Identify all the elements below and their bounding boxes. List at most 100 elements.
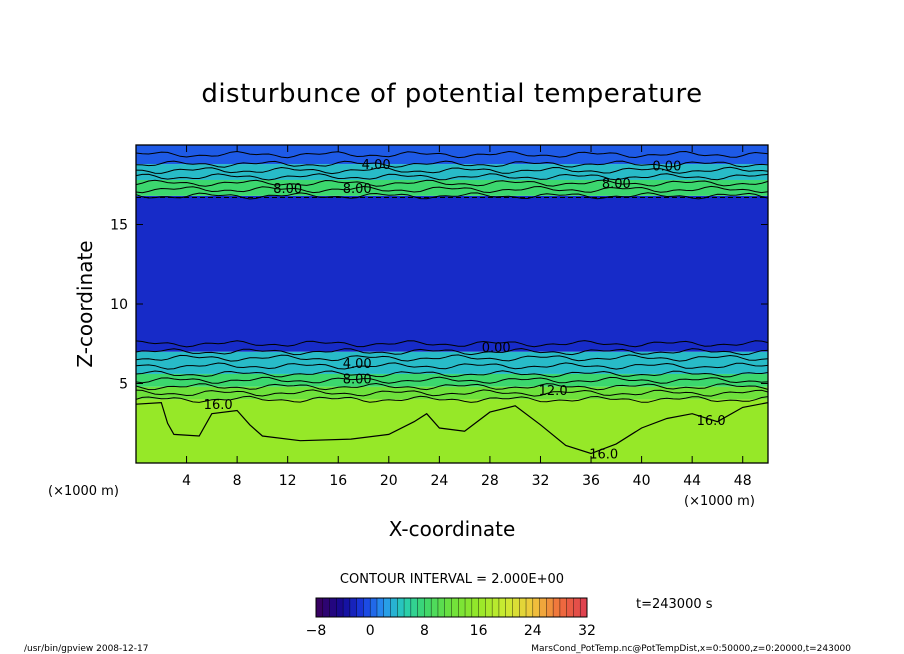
footer-source: MarsCond_PotTemp.nc@PotTempDist,x=0:5000… (531, 644, 851, 654)
contour-line (136, 173, 768, 181)
y-axis-ticks: 5 10 15 (110, 218, 768, 393)
colorbar-cell (336, 598, 344, 617)
chart-title: disturbunce of potential temperature (201, 79, 702, 109)
colorbar-cell (451, 598, 459, 617)
colorbar-cell (431, 598, 439, 617)
x-axis-title: X-coordinate (389, 517, 516, 541)
colorbar-cell (519, 598, 527, 617)
contour-label: 0.00 (482, 341, 511, 356)
colorbar-cell (424, 598, 432, 617)
contour-line (136, 376, 768, 384)
colorbar-frame (315, 597, 588, 618)
contour-line (136, 370, 768, 378)
field-band (136, 399, 768, 463)
footer-program: /usr/bin/gpview 2008-12-17 (24, 644, 148, 654)
contour-line (136, 354, 768, 362)
x-tick-label: 4 (182, 473, 191, 489)
x-tick-label: 16 (329, 473, 347, 489)
colorbar-cell (410, 598, 418, 617)
contour-line (136, 347, 768, 356)
contour-label: 8.00 (343, 182, 372, 197)
contour-line (136, 179, 768, 187)
colorbar-cell (471, 598, 479, 617)
colorbar-cell (437, 598, 446, 617)
colorbar: −8 0 8 16 24 32 (306, 597, 596, 639)
colorbar-cell (397, 598, 405, 617)
colorbar-cell (349, 598, 357, 617)
colorbar-cell (580, 598, 588, 617)
y-tick-label: 5 (119, 377, 128, 393)
colorbar-cell (566, 598, 574, 617)
colorbar-cell (363, 598, 371, 617)
colorbar-cell (404, 598, 412, 617)
contour-label: 12.0 (539, 384, 568, 399)
colorbar-cell (492, 598, 500, 617)
x-axis-unit-left: (×1000 m) (48, 484, 119, 499)
colorbar-cell (356, 598, 364, 617)
colorbar-cell (465, 598, 473, 617)
colorbar-cell (329, 598, 337, 617)
colorbar-cell (553, 598, 561, 617)
colorbar-cell (498, 598, 506, 617)
colorbar-cell (546, 598, 554, 617)
colorbar-tick-label: 8 (420, 623, 429, 639)
contour-labels: 4.00 0.008.008.00 8.000.004.008.0012.016.0… (204, 158, 726, 462)
contour-line (136, 340, 768, 348)
plot-area: 4.00 0.008.008.00 8.000.004.008.0012.016.0… (110, 144, 769, 489)
colorbar-cell (532, 598, 540, 617)
colorbar-cell (322, 598, 330, 617)
colorbar-tick-label: −8 (306, 623, 327, 639)
colorbar-cell (526, 598, 534, 617)
contour-line (136, 389, 768, 397)
colorbar-cell (485, 598, 493, 617)
contour-line (136, 382, 768, 391)
contour-label: 4.00 (362, 158, 391, 173)
contour-label: 4.00 (343, 357, 372, 372)
colorbar-tick-labels: −8 0 8 16 24 32 (306, 623, 596, 639)
field-band (136, 145, 768, 165)
y-tick-label: 15 (110, 218, 128, 234)
x-tick-label: 8 (233, 473, 242, 489)
x-axis-ticks: 4 8 12 16 20 24 28 32 36 40 44 48 (182, 145, 752, 489)
temperature-field (136, 145, 768, 463)
time-label: t=243000 s (636, 597, 713, 612)
colorbar-cell (417, 598, 425, 617)
contour-line (136, 185, 768, 194)
x-tick-label: 36 (582, 473, 600, 489)
colorbar-tick-label: 0 (366, 623, 375, 639)
colorbar-tick-label: 24 (524, 623, 542, 639)
contour-label: 8.00 (602, 177, 631, 192)
colorbar-tick-label: 32 (578, 623, 596, 639)
y-tick-label: 10 (110, 297, 128, 313)
colorbar-cell (370, 598, 378, 617)
colorbar-cell (343, 598, 351, 617)
contour-label: 16.0 (589, 447, 618, 462)
contour-line (136, 395, 768, 403)
contour-line (136, 166, 768, 175)
contour-label: 8.00 (343, 373, 372, 388)
x-tick-label: 32 (532, 473, 550, 489)
contour-line-16 (136, 401, 768, 455)
colorbar-cell (316, 598, 324, 617)
colorbar-cell (444, 598, 452, 617)
colorbar-cell (383, 598, 391, 617)
colorbar-cell (559, 598, 567, 617)
contour-line (136, 160, 768, 168)
x-axis-unit-right: (×1000 m) (684, 494, 755, 509)
colorbar-cell (573, 598, 581, 617)
x-tick-label: 28 (481, 473, 499, 489)
field-band (136, 195, 768, 352)
colorbar-cell (478, 598, 486, 617)
x-tick-label: 12 (279, 473, 297, 489)
colorbar-cell (390, 598, 398, 617)
x-tick-label: 20 (380, 473, 398, 489)
colorbar-cell (458, 598, 466, 617)
x-tick-label: 24 (430, 473, 448, 489)
colorbar-cells (315, 598, 588, 617)
contour-line (136, 362, 768, 370)
colorbar-tick-label: 16 (470, 623, 488, 639)
colorbar-cell (539, 598, 547, 617)
contour-lines (136, 150, 768, 455)
x-tick-label: 44 (683, 473, 701, 489)
